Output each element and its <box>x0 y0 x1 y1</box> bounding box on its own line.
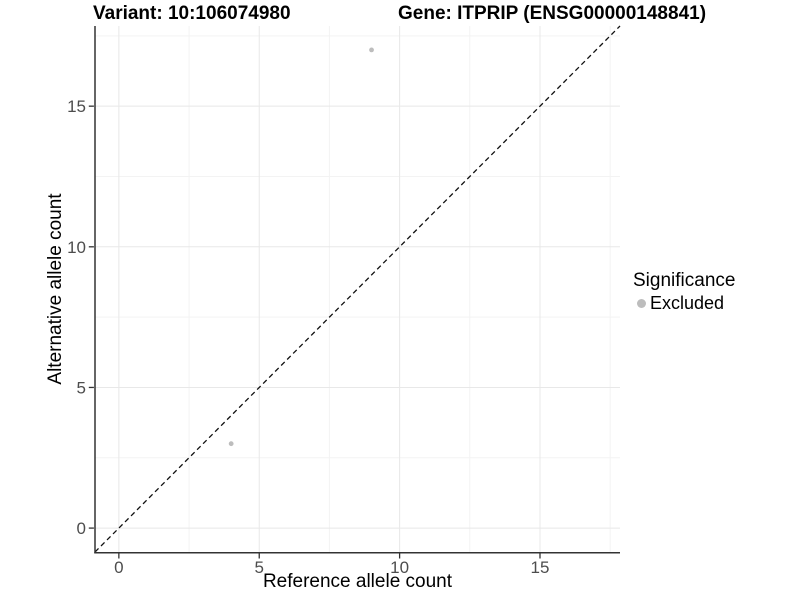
y-tick-label: 5 <box>77 378 86 397</box>
excluded-point-icon <box>637 298 646 308</box>
identity-line <box>94 25 621 553</box>
y-tick-label: 10 <box>67 238 86 257</box>
data-point <box>228 441 234 447</box>
legend-key <box>633 295 650 312</box>
x-axis-title: Reference allele count <box>262 571 453 592</box>
y-axis-title: Alternative allele count <box>45 193 66 385</box>
data-point <box>369 47 374 53</box>
legend-item-excluded: Excluded <box>633 292 735 314</box>
legend-title: Significance <box>633 270 736 291</box>
x-tick-label: 15 <box>531 558 550 577</box>
variant-title: Variant: 10:106074980 <box>93 3 291 24</box>
x-tick-label: 0 <box>114 558 123 577</box>
y-tick-label: 15 <box>67 97 86 116</box>
gene-title: Gene: ITPRIP (ENSG00000148841) <box>398 3 707 24</box>
legend: Significance Excluded <box>633 269 735 314</box>
legend-item-label: Excluded <box>650 293 725 313</box>
y-tick-label: 0 <box>77 519 86 538</box>
x-tick-label: 10 <box>390 558 409 577</box>
x-tick-label: 5 <box>255 558 264 577</box>
